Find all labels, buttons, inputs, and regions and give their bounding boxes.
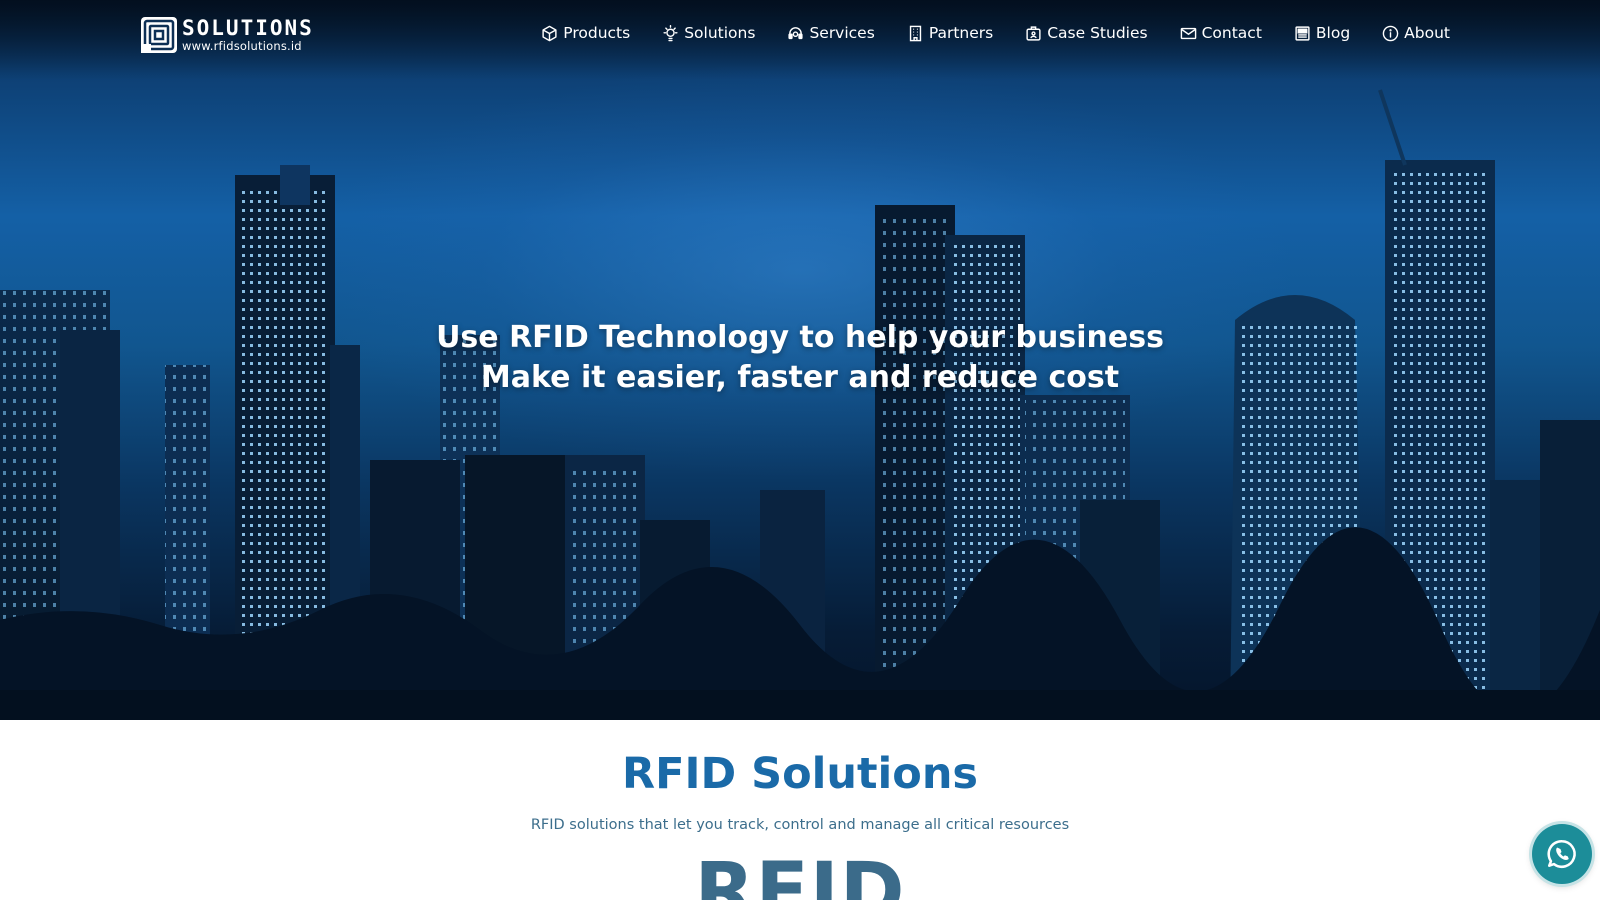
nav-item-blog[interactable]: Blog	[1294, 24, 1350, 42]
nav-label-partners: Partners	[928, 24, 994, 42]
nav-label-solutions: Solutions	[684, 24, 756, 42]
top-navbar: SOLUTIONS www.rfidsolutions.id Products …	[0, 0, 1600, 72]
nav-item-case-studies[interactable]: Case Studies	[1025, 24, 1148, 42]
support-icon	[788, 26, 804, 39]
nav-item-contact[interactable]: Contact	[1180, 24, 1262, 42]
nav-item-about[interactable]: About	[1382, 24, 1450, 42]
building-icon	[909, 25, 921, 41]
rfid-graphic-text: RFID	[694, 847, 906, 900]
rfid-logo-icon	[141, 17, 177, 53]
nav-item-solutions[interactable]: Solutions	[662, 24, 755, 42]
main-nav: Products Solutions Services Partners Cas…	[509, 24, 1450, 42]
info-icon	[1382, 25, 1399, 41]
section-subtitle: RFID solutions that let you track, contr…	[530, 817, 1070, 833]
nav-item-products[interactable]: Products	[541, 24, 630, 42]
city-skyline-image	[0, 89, 1600, 720]
hero-top-shade	[0, 0, 1600, 80]
nav-item-services[interactable]: Services	[787, 24, 875, 42]
briefcase-icon	[1026, 25, 1041, 41]
nav-label-about: About	[1404, 24, 1450, 42]
nav-label-services: Services	[809, 24, 875, 42]
brand-logo[interactable]: SOLUTIONS www.rfidsolutions.id	[140, 16, 314, 54]
section-title: RFID Solutions	[621, 749, 979, 799]
hero-headline: Use RFID Technology to help your busines…	[0, 318, 1600, 398]
whatsapp-icon	[1547, 839, 1576, 869]
brand-url: www.rfidsolutions.id	[182, 39, 302, 53]
hero-banner	[0, 0, 1600, 720]
whatsapp-chat-button[interactable]	[1532, 824, 1592, 884]
newspaper-icon	[1295, 25, 1310, 41]
box-icon	[542, 25, 557, 41]
hero-line-2: Make it easier, faster and reduce cost	[480, 360, 1120, 395]
envelope-icon	[1180, 27, 1196, 39]
nav-label-case-studies: Case Studies	[1047, 24, 1148, 42]
brand-name: SOLUTIONS	[182, 16, 314, 40]
hero-line-1: Use RFID Technology to help your busines…	[436, 320, 1164, 355]
solutions-section: RFID Solutions RFID solutions that let y…	[0, 720, 1600, 900]
nav-label-blog: Blog	[1315, 24, 1351, 42]
lightbulb-icon	[663, 24, 678, 41]
nav-label-products: Products	[563, 24, 631, 42]
nav-item-partners[interactable]: Partners	[907, 24, 993, 42]
nav-label-contact: Contact	[1201, 24, 1262, 42]
